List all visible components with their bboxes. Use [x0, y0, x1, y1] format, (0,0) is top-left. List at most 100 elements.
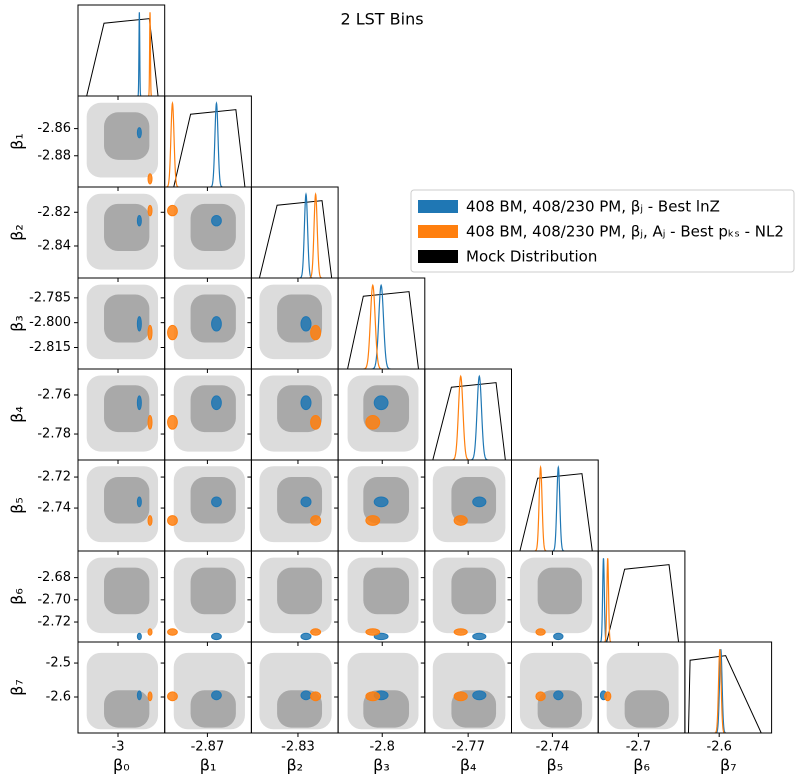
panel — [597, 550, 686, 646]
y-tick-label: -2.800 — [29, 315, 71, 330]
posterior-contour — [211, 690, 222, 701]
legend-label: 408 BM, 408/230 PM, βⱼ - Best lnZ — [466, 198, 720, 216]
x-axis-label: β₁ — [200, 756, 217, 775]
panel — [160, 277, 252, 373]
panel-content — [167, 375, 245, 452]
mock-inner-region — [104, 690, 150, 728]
posterior-contour — [136, 395, 142, 411]
mock-marginal — [78, 18, 165, 96]
panel — [337, 277, 426, 373]
panel-content — [259, 557, 332, 641]
panel-frame — [77, 4, 166, 97]
x-axis-label: β₂ — [286, 756, 303, 775]
posterior-contour — [472, 632, 487, 641]
mock-inner-region — [624, 690, 670, 728]
panel: -2.83 — [247, 641, 339, 755]
panel-content — [424, 374, 512, 460]
mock-marginal — [338, 291, 425, 369]
panel-content — [167, 193, 245, 270]
mock-inner-region — [537, 690, 582, 728]
panel-content — [167, 557, 245, 641]
posterior-marginal — [552, 464, 565, 551]
posterior-contour — [472, 690, 487, 701]
mock-inner-region — [363, 567, 410, 615]
mock-inner-region — [190, 203, 236, 252]
posterior-contour — [310, 691, 322, 702]
posterior-marginal — [148, 12, 152, 96]
mock-marginal — [424, 382, 512, 460]
posterior-marginal — [451, 374, 470, 460]
panel-content — [598, 558, 685, 642]
y-axis-label: β₆ — [8, 588, 27, 605]
posterior-contour — [300, 632, 312, 641]
posterior-contour — [211, 632, 222, 641]
panel — [250, 186, 339, 282]
posterior-contour — [211, 316, 222, 332]
panel: -2.82 -2.84 — [37, 186, 166, 282]
y-tick-label: -2.6 — [46, 690, 71, 705]
panel: -2.6 — [684, 641, 773, 755]
posterior-contour — [167, 324, 178, 341]
panel-frame — [684, 641, 773, 734]
posterior-contour — [453, 628, 468, 636]
y-tick-label: -2.70 — [37, 592, 71, 607]
panel-content — [432, 466, 506, 543]
posterior-contour — [136, 316, 142, 332]
posterior-contour — [167, 414, 178, 430]
x-axis-label: β₄ — [460, 756, 477, 775]
x-axis-label: β₆ — [633, 756, 650, 775]
panel-content — [519, 652, 593, 730]
panel-content — [347, 466, 419, 543]
y-tick-label: -2.68 — [37, 570, 71, 585]
legend-swatch — [418, 200, 458, 213]
mock-marginal — [598, 564, 685, 642]
panel-content — [259, 652, 332, 730]
panel — [334, 459, 426, 555]
posterior-contour — [553, 690, 564, 701]
y-tick-label: -2.82 — [37, 205, 71, 220]
legend-label: 408 BM, 408/230 PM, βⱼ, Aⱼ - Best pₖₛ - … — [466, 223, 784, 241]
panel-content — [78, 12, 165, 96]
posterior-marginal — [715, 649, 727, 733]
panel — [160, 459, 252, 555]
panel-content — [519, 557, 593, 641]
x-axis-label: β₇ — [720, 756, 737, 775]
panel-content — [684, 649, 772, 733]
x-tick-label: -2.77 — [451, 740, 485, 755]
posterior-contour — [365, 515, 381, 526]
x-tick-label: -2.8 — [370, 740, 395, 755]
posterior-contour — [535, 691, 546, 702]
posterior-contour — [167, 628, 178, 636]
panel — [507, 550, 599, 646]
posterior-contour — [211, 395, 222, 411]
mock-marginal — [251, 200, 339, 278]
panel-content — [338, 283, 425, 369]
posterior-marginal — [166, 101, 179, 187]
posterior-marginal — [470, 374, 489, 460]
mock-inner-region — [104, 294, 150, 343]
x-axis-label: β₅ — [547, 756, 564, 775]
mock-inner-region — [277, 477, 323, 524]
posterior-contour — [136, 632, 142, 641]
panel-content — [432, 652, 506, 730]
panel-frame — [511, 459, 599, 552]
panel: -2.86 -2.88 — [37, 95, 166, 191]
x-tick-label: -2.6 — [707, 740, 732, 755]
posterior-marginal — [210, 101, 223, 187]
posterior-contour — [147, 515, 153, 526]
mock-inner-region — [190, 567, 236, 615]
panel — [511, 459, 599, 555]
legend-frame — [410, 189, 795, 273]
mock-inner-region — [277, 567, 323, 615]
panel — [160, 550, 252, 646]
y-tick-label: -2.815 — [29, 340, 71, 355]
panel: -3 -2.5 -2.6 — [46, 641, 166, 755]
panel — [247, 368, 339, 464]
panel — [334, 368, 426, 464]
posterior-contour — [136, 214, 142, 227]
panel-content — [251, 192, 339, 278]
panel: -2.8 — [334, 641, 426, 755]
posterior-contour — [147, 204, 153, 217]
mock-inner-region — [104, 385, 150, 433]
panel-frame — [424, 368, 512, 461]
